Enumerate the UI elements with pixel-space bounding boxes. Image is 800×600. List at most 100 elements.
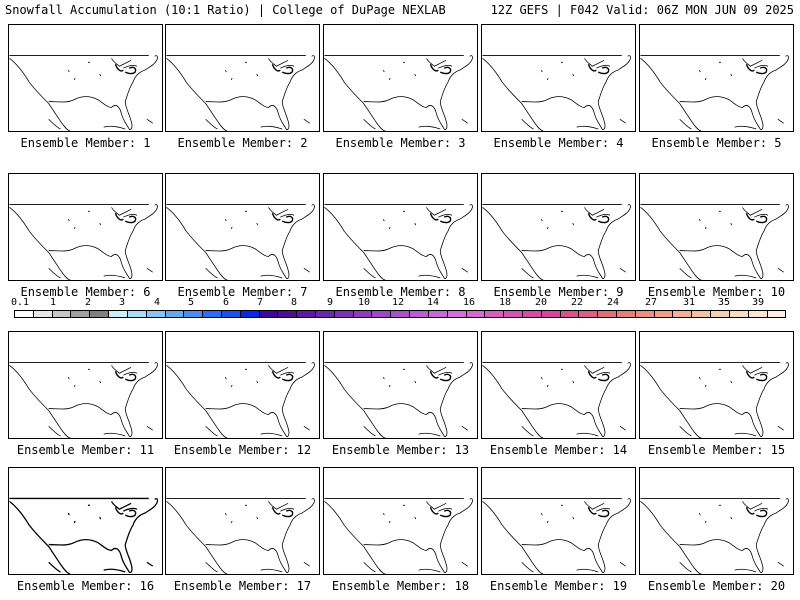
colorbar-cell bbox=[748, 311, 768, 317]
map-outline bbox=[482, 204, 631, 280]
map-panel-member-13 bbox=[323, 331, 478, 439]
coastline bbox=[619, 118, 626, 124]
coastline bbox=[576, 274, 599, 279]
coastline bbox=[742, 501, 763, 510]
colorbar-cell bbox=[259, 311, 279, 317]
coastline bbox=[679, 118, 692, 130]
coastline bbox=[619, 267, 626, 273]
coastline bbox=[110, 501, 132, 510]
panel-label: Ensemble Member: 20 bbox=[647, 579, 786, 593]
coastline bbox=[268, 58, 289, 67]
colorbar-tick-label: 39 bbox=[751, 297, 765, 308]
colorbar-tick-label: 16 bbox=[462, 297, 476, 308]
colorbar-tick-label: 7 bbox=[256, 297, 264, 308]
coastline bbox=[382, 210, 417, 230]
colorbar-tick-label: 27 bbox=[644, 297, 658, 308]
map-panel-member-5 bbox=[639, 24, 794, 132]
colorbar-cell bbox=[316, 311, 335, 317]
map-panel-member-14 bbox=[481, 331, 636, 439]
coastline bbox=[111, 207, 132, 216]
coastline bbox=[146, 118, 153, 124]
map-title: Snowfall Accumulation (10:1 Ratio) | Col… bbox=[5, 3, 446, 17]
coastline bbox=[48, 267, 61, 279]
colorbar-cell bbox=[240, 311, 260, 317]
coastline bbox=[755, 204, 789, 251]
coastline bbox=[698, 368, 733, 388]
map-outline bbox=[640, 55, 789, 131]
coastline bbox=[742, 365, 763, 374]
great-lakes-outline bbox=[755, 509, 768, 518]
coastline bbox=[123, 507, 138, 512]
panel-label: Ensemble Member: 16 bbox=[16, 579, 155, 593]
coastline bbox=[48, 425, 61, 437]
coastline bbox=[123, 65, 138, 69]
panel-label: Ensemble Member: 14 bbox=[489, 443, 628, 457]
coastline bbox=[281, 55, 315, 102]
coastline bbox=[597, 55, 631, 102]
map-panel-member-6 bbox=[8, 173, 163, 281]
map-panel-member-2 bbox=[165, 24, 320, 132]
map-outline bbox=[324, 498, 473, 574]
coastline bbox=[48, 118, 61, 130]
coastline bbox=[123, 372, 138, 376]
coastline bbox=[103, 568, 126, 573]
map-outline bbox=[324, 55, 473, 131]
coastline bbox=[439, 498, 473, 545]
coastline bbox=[48, 539, 133, 574]
colorbar-cell bbox=[165, 311, 185, 317]
colorbar-tick-label: 5 bbox=[187, 297, 195, 308]
great-lakes-outline bbox=[114, 64, 124, 72]
great-lakes-outline bbox=[755, 373, 768, 382]
coastline bbox=[521, 425, 534, 437]
colorbar-cell bbox=[466, 311, 486, 317]
map-outline bbox=[9, 362, 158, 438]
coastline bbox=[268, 501, 289, 510]
coastline bbox=[418, 432, 441, 437]
map-panel-member-20 bbox=[639, 467, 794, 575]
great-lakes-outline bbox=[429, 213, 439, 221]
coastline bbox=[540, 368, 575, 388]
coastline bbox=[754, 65, 769, 69]
colorbar-cell bbox=[15, 311, 34, 317]
colorbar-tick-label: 20 bbox=[534, 297, 548, 308]
coastline bbox=[521, 96, 606, 130]
coastline bbox=[596, 214, 611, 218]
colorbar-tick-label: 2 bbox=[84, 297, 92, 308]
coastline bbox=[521, 561, 534, 573]
coastline bbox=[521, 403, 606, 437]
great-lakes-outline bbox=[745, 507, 755, 515]
coastline bbox=[303, 267, 310, 273]
great-lakes-outline bbox=[271, 213, 281, 221]
great-lakes-outline bbox=[587, 507, 597, 515]
panel-label: Ensemble Member: 2 bbox=[177, 136, 308, 150]
coastline bbox=[596, 508, 611, 512]
coastline bbox=[280, 214, 295, 218]
coastline bbox=[640, 501, 702, 574]
coastline bbox=[742, 58, 763, 67]
coastline bbox=[205, 539, 290, 573]
great-lakes-outline bbox=[429, 64, 439, 72]
coastline bbox=[146, 425, 153, 431]
coastline bbox=[363, 561, 376, 573]
map-outline bbox=[640, 498, 789, 574]
coastline bbox=[205, 425, 218, 437]
coastline bbox=[48, 245, 133, 279]
great-lakes-outline bbox=[281, 373, 294, 382]
great-lakes-outline bbox=[587, 213, 597, 221]
map-panel-member-1 bbox=[8, 24, 163, 132]
colorbar-cell bbox=[109, 311, 128, 317]
colorbar-cell bbox=[334, 311, 354, 317]
coastline bbox=[742, 207, 763, 216]
great-lakes-outline bbox=[124, 509, 137, 518]
colorbar-cell bbox=[504, 311, 523, 317]
colorbar-cell bbox=[410, 311, 429, 317]
great-lakes-outline bbox=[745, 64, 755, 72]
coastline bbox=[324, 207, 386, 280]
coastline bbox=[166, 58, 228, 131]
coastline bbox=[280, 372, 295, 376]
panel-label: Ensemble Member: 12 bbox=[173, 443, 312, 457]
coastline bbox=[205, 561, 218, 573]
coastline bbox=[734, 125, 757, 130]
coastline bbox=[205, 403, 290, 437]
map-panel-member-4 bbox=[481, 24, 636, 132]
